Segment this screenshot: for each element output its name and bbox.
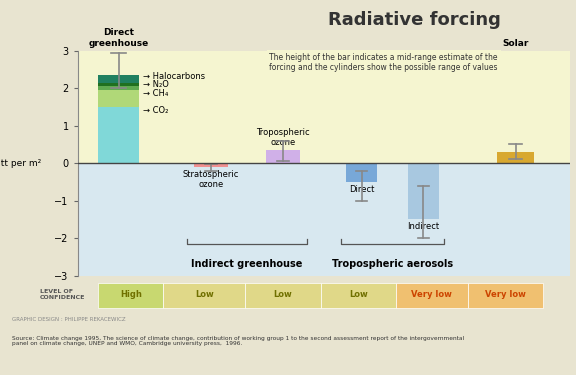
- Bar: [98, 107, 139, 163]
- Text: Direct
greenhouse: Direct greenhouse: [89, 28, 149, 48]
- Text: Direct: Direct: [349, 185, 374, 194]
- Text: Stratospheric
ozone: Stratospheric ozone: [183, 170, 239, 189]
- Bar: [408, 163, 438, 219]
- Bar: [98, 283, 163, 308]
- Text: Tropospheric
ozone: Tropospheric ozone: [256, 128, 310, 147]
- Text: Tropospheric aerosols: Tropospheric aerosols: [332, 259, 453, 269]
- Text: GRAPHIC DESIGN : PHILIPPE REKACEWICZ: GRAPHIC DESIGN : PHILIPPE REKACEWICZ: [12, 317, 125, 322]
- Text: High: High: [120, 290, 142, 299]
- Bar: [163, 283, 245, 308]
- Text: LEVEL OF
CONFIDENCE: LEVEL OF CONFIDENCE: [40, 289, 85, 300]
- Bar: [98, 90, 139, 107]
- Bar: [396, 283, 468, 308]
- Bar: [321, 283, 396, 308]
- Text: Source: Climate change 1995, The science of climate change, contribution of work: Source: Climate change 1995, The science…: [12, 336, 464, 346]
- Text: Indirect greenhouse: Indirect greenhouse: [191, 259, 303, 269]
- Text: Low: Low: [195, 290, 214, 299]
- Bar: [346, 163, 377, 182]
- Bar: [78, 163, 570, 276]
- Text: Indirect: Indirect: [407, 222, 439, 231]
- Bar: [266, 150, 300, 163]
- Bar: [194, 163, 228, 167]
- Text: Watt per m²: Watt per m²: [0, 159, 41, 168]
- Text: → Halocarbons: → Halocarbons: [143, 72, 205, 81]
- Text: Low: Low: [349, 290, 367, 299]
- Text: → N₂O: → N₂O: [143, 80, 169, 89]
- Text: Very low: Very low: [411, 290, 452, 299]
- Text: The height of the bar indicates a mid-range estimate of the
forcing and the cyli: The height of the bar indicates a mid-ra…: [270, 53, 498, 72]
- Bar: [98, 86, 139, 90]
- Bar: [245, 283, 321, 308]
- Bar: [98, 82, 139, 86]
- Text: → CH₄: → CH₄: [143, 89, 168, 98]
- Text: Low: Low: [274, 290, 293, 299]
- Bar: [497, 152, 535, 163]
- Text: Solar: Solar: [502, 39, 529, 48]
- Bar: [98, 75, 139, 82]
- Text: Very low: Very low: [485, 290, 526, 299]
- Text: → CO₂: → CO₂: [143, 106, 168, 115]
- Text: Radiative forcing: Radiative forcing: [328, 11, 501, 29]
- Bar: [468, 283, 543, 308]
